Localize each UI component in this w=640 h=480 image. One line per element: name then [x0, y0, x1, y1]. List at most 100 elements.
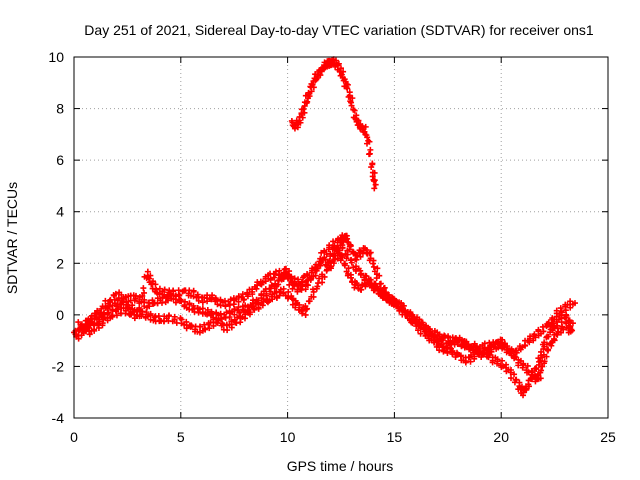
data-point: [275, 277, 282, 284]
data-point: [334, 62, 341, 69]
data-point: [454, 351, 461, 358]
data-point: [127, 306, 134, 313]
data-point: [366, 277, 373, 284]
data-point: [361, 128, 368, 135]
data-point: [445, 333, 452, 340]
data-point: [263, 290, 270, 297]
data-point: [334, 255, 341, 262]
data-point: [318, 68, 325, 75]
data-point: [557, 305, 564, 312]
data-point: [507, 369, 514, 376]
data-point: [125, 298, 132, 305]
data-point: [120, 295, 127, 302]
data-point: [363, 246, 370, 253]
data-point: [271, 274, 278, 281]
data-point: [472, 344, 479, 351]
data-point: [521, 342, 528, 349]
data-point: [321, 247, 328, 254]
data-point: [267, 275, 274, 282]
data-point: [195, 297, 202, 304]
data-point: [319, 279, 326, 286]
data-point: [438, 337, 445, 344]
data-point: [94, 307, 101, 314]
plot-frame: [73, 56, 609, 419]
data-point: [348, 99, 355, 106]
data-point: [102, 304, 109, 311]
data-point: [190, 288, 197, 295]
data-point: [456, 334, 463, 341]
data-point: [339, 245, 346, 252]
data-point: [368, 164, 375, 171]
data-point: [560, 326, 567, 333]
chart-title: Day 251 of 2021, Sidereal Day-to-day VTE…: [84, 22, 594, 38]
data-point: [304, 282, 311, 289]
data-point: [285, 288, 292, 295]
data-point: [109, 306, 116, 313]
data-point: [550, 335, 557, 342]
data-point: [309, 81, 316, 88]
data-point: [500, 363, 507, 370]
data-point: [307, 276, 314, 283]
data-point: [339, 253, 346, 260]
data-point: [512, 353, 519, 360]
data-point: [338, 71, 345, 78]
data-point: [358, 270, 365, 277]
data-point: [565, 322, 572, 329]
data-point: [285, 294, 292, 301]
data-point: [303, 100, 310, 107]
data-point: [165, 289, 172, 296]
data-point: [323, 251, 330, 258]
data-point: [460, 339, 467, 346]
y-tick-label: 6: [56, 152, 64, 168]
data-point: [370, 263, 377, 270]
data-point: [99, 320, 106, 327]
y-axis-label: SDTVAR / TECUs: [4, 182, 20, 294]
data-point: [276, 292, 283, 299]
data-point: [155, 313, 162, 320]
data-point: [247, 309, 254, 316]
data-point: [349, 95, 356, 102]
data-point: [416, 322, 423, 329]
data-point: [371, 178, 378, 185]
data-point: [567, 328, 574, 335]
data-point: [308, 88, 315, 95]
data-point: [493, 339, 500, 346]
y-tick-label: 10: [48, 49, 64, 65]
data-point: [145, 299, 152, 306]
data-point: [139, 293, 146, 300]
data-point: [499, 336, 506, 343]
data-point: [289, 285, 296, 292]
data-point: [316, 258, 323, 265]
data-point: [166, 312, 173, 319]
data-point: [202, 326, 209, 333]
data-point: [535, 326, 542, 333]
data-point: [227, 296, 234, 303]
data-point: [299, 307, 306, 314]
data-point: [483, 353, 490, 360]
axis-ticks: 0 5 10 15 20 25 -4 -2 0 2 4 6 8 10: [48, 49, 616, 445]
data-point: [343, 255, 350, 262]
data-point: [88, 316, 95, 323]
data-point: [471, 353, 478, 360]
data-point: [234, 314, 241, 321]
data-point: [563, 311, 570, 318]
data-point: [547, 323, 554, 330]
data-point: [280, 274, 287, 281]
data-point: [345, 265, 352, 272]
data-point: [219, 320, 226, 327]
data-point: [513, 349, 520, 356]
data-point: [344, 238, 351, 245]
data-point: [136, 313, 143, 320]
data-point: [215, 316, 222, 323]
data-point: [186, 301, 193, 308]
data-point: [403, 311, 410, 318]
data-point: [367, 249, 374, 256]
data-point: [328, 263, 335, 270]
data-point: [96, 318, 103, 325]
data-point: [259, 279, 266, 286]
data-point: [393, 298, 400, 305]
data-point: [196, 329, 203, 336]
data-point: [241, 315, 248, 322]
data-point: [292, 304, 299, 311]
data-point: [457, 352, 464, 359]
